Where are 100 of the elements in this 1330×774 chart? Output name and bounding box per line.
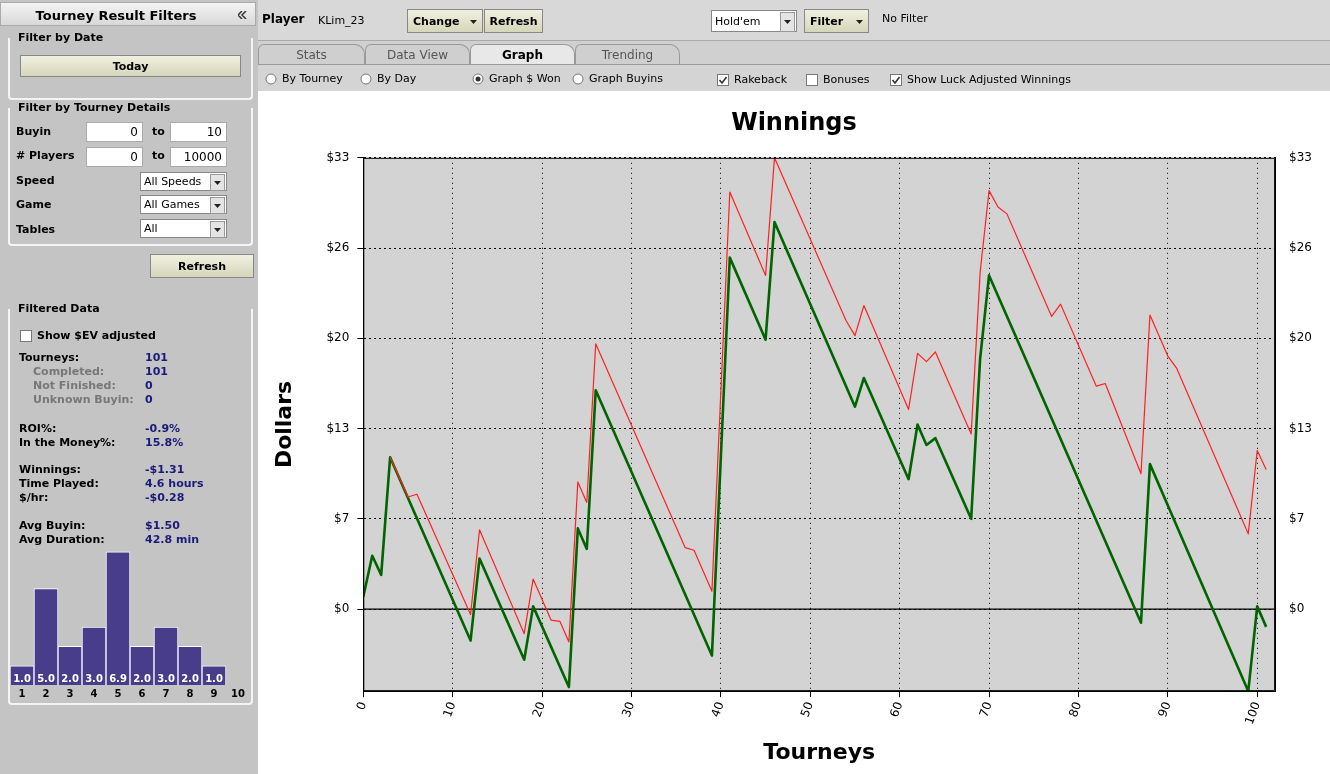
x-tick-label: 9 bbox=[210, 687, 218, 699]
text-field: 0 bbox=[86, 147, 143, 167]
text: Graph Buyins bbox=[588, 72, 664, 85]
tab: Trending bbox=[575, 44, 680, 64]
x-tick-label: 3 bbox=[66, 687, 74, 699]
y-tick-label: $20 bbox=[326, 330, 350, 345]
x-tick-label: 100 bbox=[1241, 699, 1263, 727]
text: 0 bbox=[145, 379, 153, 392]
x-tick-label: 4 bbox=[90, 687, 98, 699]
data-label: 6.9 bbox=[109, 672, 127, 684]
text: KLim_23 bbox=[318, 14, 365, 27]
x-tick-label: 70 bbox=[976, 699, 995, 720]
y-axis-title: Dollars bbox=[270, 380, 296, 469]
y-tick-label: $13 bbox=[326, 420, 350, 435]
text: to bbox=[152, 149, 165, 162]
text: ROI%: bbox=[19, 422, 57, 435]
text: Unknown Buyin: bbox=[33, 393, 134, 406]
x-tick-label: 80 bbox=[1065, 699, 1085, 720]
x-tick-label: 7 bbox=[162, 687, 170, 699]
text: By Tourney bbox=[281, 72, 343, 85]
y-tick-label: $0 bbox=[334, 601, 350, 616]
x-tick-label: 8 bbox=[186, 687, 194, 699]
text: # Players bbox=[16, 149, 75, 162]
data-label: 5.0 bbox=[37, 672, 55, 684]
text: Avg Duration: bbox=[19, 533, 105, 546]
x-tick-label: 5 bbox=[114, 687, 122, 699]
tab: Stats bbox=[258, 44, 365, 64]
text: Completed: bbox=[33, 365, 105, 378]
y2-tick-label: $33 bbox=[1289, 149, 1312, 164]
dropdown: All bbox=[140, 219, 227, 238]
text: Player bbox=[262, 12, 305, 26]
tab: Data View bbox=[365, 44, 470, 64]
button: Refresh bbox=[150, 254, 254, 278]
x-tick-label: 50 bbox=[797, 699, 817, 720]
text-field: 0 bbox=[86, 122, 143, 142]
text: Tables bbox=[16, 223, 56, 236]
text: Show Luck Adjusted Winnings bbox=[906, 73, 1072, 86]
x-tick-label: 6 bbox=[138, 687, 146, 699]
text-field: 10 bbox=[170, 122, 227, 142]
data-label: 3.0 bbox=[157, 672, 175, 684]
x-tick-label: 20 bbox=[529, 699, 548, 720]
text-field: 10000 bbox=[170, 147, 227, 167]
text: Tourney Result Filters bbox=[34, 6, 198, 25]
text: 4.6 hours bbox=[145, 477, 204, 490]
text: By Day bbox=[376, 72, 417, 85]
text: Buyin bbox=[16, 125, 51, 138]
text: Not Finished: bbox=[33, 379, 116, 392]
y2-tick-label: $13 bbox=[1289, 420, 1312, 435]
data-label: 2.0 bbox=[133, 672, 151, 684]
data-label: 3.0 bbox=[85, 672, 103, 684]
text: 101 bbox=[145, 351, 168, 364]
text: Filter by Date bbox=[17, 31, 104, 44]
text: $1.50 bbox=[145, 519, 180, 532]
text: Time Played: bbox=[19, 477, 99, 490]
dropdown-button: Filter bbox=[804, 9, 869, 33]
text: Game bbox=[16, 198, 52, 211]
dropdown: Hold'em bbox=[711, 10, 797, 32]
tab: Graph bbox=[470, 44, 575, 64]
text: -0.9% bbox=[145, 422, 181, 435]
text: -$0.28 bbox=[145, 491, 185, 504]
y2-tick-label: $20 bbox=[1289, 330, 1312, 345]
x-tick-label: 10 bbox=[231, 687, 245, 699]
y2-tick-label: $0 bbox=[1289, 601, 1305, 616]
dropdown-button: Change bbox=[407, 9, 483, 33]
text: Bonuses bbox=[822, 73, 870, 86]
data-label: 1.0 bbox=[13, 672, 31, 684]
y-tick-label: $33 bbox=[326, 149, 350, 164]
y2-tick-label: $7 bbox=[1289, 510, 1305, 525]
y-tick-label: $7 bbox=[334, 510, 350, 525]
button: Today bbox=[20, 55, 241, 77]
button: Refresh bbox=[484, 9, 543, 33]
text: 15.8% bbox=[145, 436, 184, 449]
text: No Filter bbox=[882, 12, 928, 25]
x-tick-label: 60 bbox=[887, 699, 906, 720]
text: 0 bbox=[145, 393, 153, 406]
text: Filter by Tourney Details bbox=[17, 101, 171, 114]
text: 101 bbox=[145, 365, 168, 378]
x-tick-label: 30 bbox=[618, 699, 638, 720]
dropdown: All Speeds bbox=[140, 172, 227, 191]
x-tick-label: 1 bbox=[18, 687, 26, 699]
dropdown: All Games bbox=[140, 195, 227, 214]
x-tick-label: 0 bbox=[353, 699, 370, 712]
text: Rakeback bbox=[733, 73, 788, 86]
text: 42.8 min bbox=[145, 533, 200, 546]
text: Avg Buyin: bbox=[19, 519, 86, 532]
data-label: 2.0 bbox=[181, 672, 199, 684]
x-tick-label: 2 bbox=[42, 687, 50, 699]
text: Graph $ Won bbox=[488, 72, 561, 85]
text: -$1.31 bbox=[145, 463, 185, 476]
x-tick-label: 40 bbox=[708, 699, 727, 720]
data-label: 1.0 bbox=[205, 672, 223, 684]
text: Winnings: bbox=[19, 463, 81, 476]
text: to bbox=[152, 125, 165, 138]
text: Show $EV adjusted bbox=[36, 329, 156, 342]
text: Speed bbox=[16, 174, 55, 187]
text: Tourneys: bbox=[19, 351, 80, 364]
text: In the Money%: bbox=[19, 436, 116, 449]
x-tick-label: 90 bbox=[1155, 699, 1174, 720]
text: Filtered Data bbox=[17, 302, 100, 315]
text: $/hr: bbox=[19, 491, 49, 504]
